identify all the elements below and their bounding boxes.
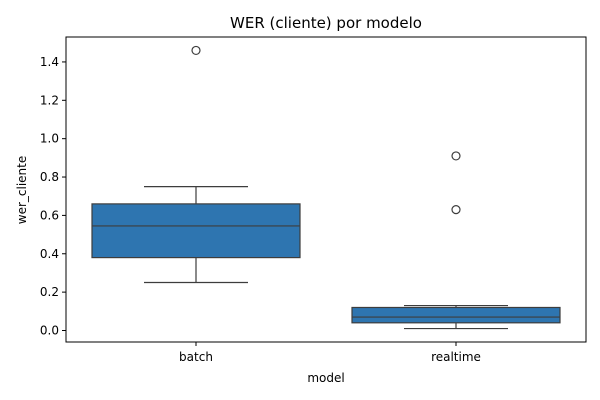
y-tick-label: 0.0: [40, 323, 59, 337]
y-tick-label: 0.6: [40, 208, 59, 222]
y-tick-label: 0.2: [40, 285, 59, 299]
box-batch: [91, 203, 301, 259]
x-tick-label: batch: [179, 350, 213, 364]
x-tick-label: realtime: [431, 350, 481, 364]
y-tick-label: 0.4: [40, 247, 59, 261]
y-tick-label: 1.2: [40, 93, 59, 107]
plot-frame: [65, 36, 587, 343]
chart-title: WER (cliente) por modelo: [230, 14, 422, 32]
x-axis-label: model: [307, 371, 344, 385]
y-tick-label: 0.8: [40, 170, 59, 184]
y-tick-label: 1.4: [40, 55, 59, 69]
outlier-point: [451, 151, 461, 161]
y-axis-label: wer_cliente: [15, 156, 29, 224]
box-realtime: [351, 306, 561, 324]
y-tick-label: 1.0: [40, 132, 59, 146]
outlier-point: [191, 45, 201, 56]
outlier-point: [451, 205, 461, 215]
